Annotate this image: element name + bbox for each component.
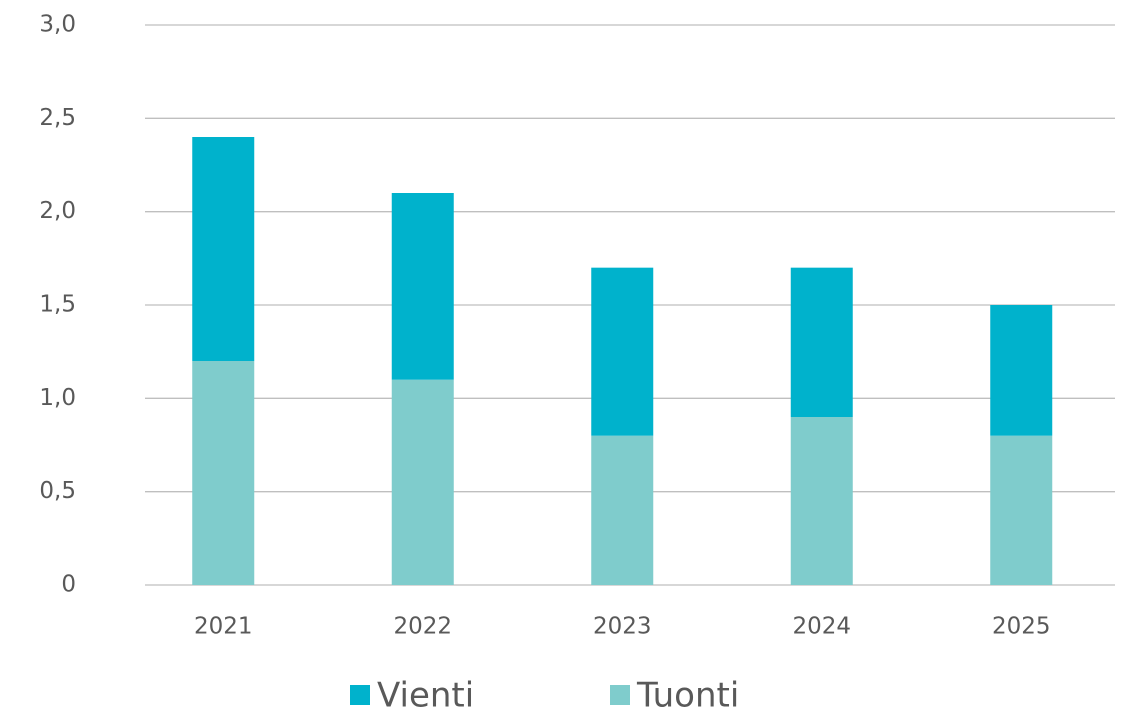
y-tick-label: 1,0 xyxy=(39,385,76,411)
bar-segment xyxy=(790,267,853,417)
x-tick-label: 2025 xyxy=(992,614,1051,640)
legend-swatch xyxy=(610,685,630,705)
y-tick-label: 2,5 xyxy=(39,105,76,131)
bar-segment xyxy=(192,137,255,361)
y-tick-label: 2,0 xyxy=(39,198,76,224)
x-tick-label: 2021 xyxy=(194,614,253,640)
y-tick-label: 3,0 xyxy=(39,12,76,38)
bar-segment xyxy=(391,193,454,380)
y-tick-label: 1,5 xyxy=(39,292,76,318)
legend-swatch xyxy=(350,685,370,705)
x-tick-label: 2024 xyxy=(792,614,851,640)
bar-segment xyxy=(192,361,255,585)
bar-segment xyxy=(990,435,1053,585)
x-tick-label: 2023 xyxy=(593,614,652,640)
legend-label: Tuonti xyxy=(636,676,739,716)
legend-label: Vienti xyxy=(377,676,474,716)
y-tick-label: 0,5 xyxy=(39,478,76,504)
x-tick-label: 2022 xyxy=(393,614,452,640)
y-tick-label: 0 xyxy=(61,572,76,598)
bar-segment xyxy=(790,417,853,585)
bar-segment xyxy=(591,267,654,436)
bar-segment xyxy=(391,379,454,585)
bar-segment xyxy=(990,305,1053,436)
bar-segment xyxy=(591,435,654,585)
